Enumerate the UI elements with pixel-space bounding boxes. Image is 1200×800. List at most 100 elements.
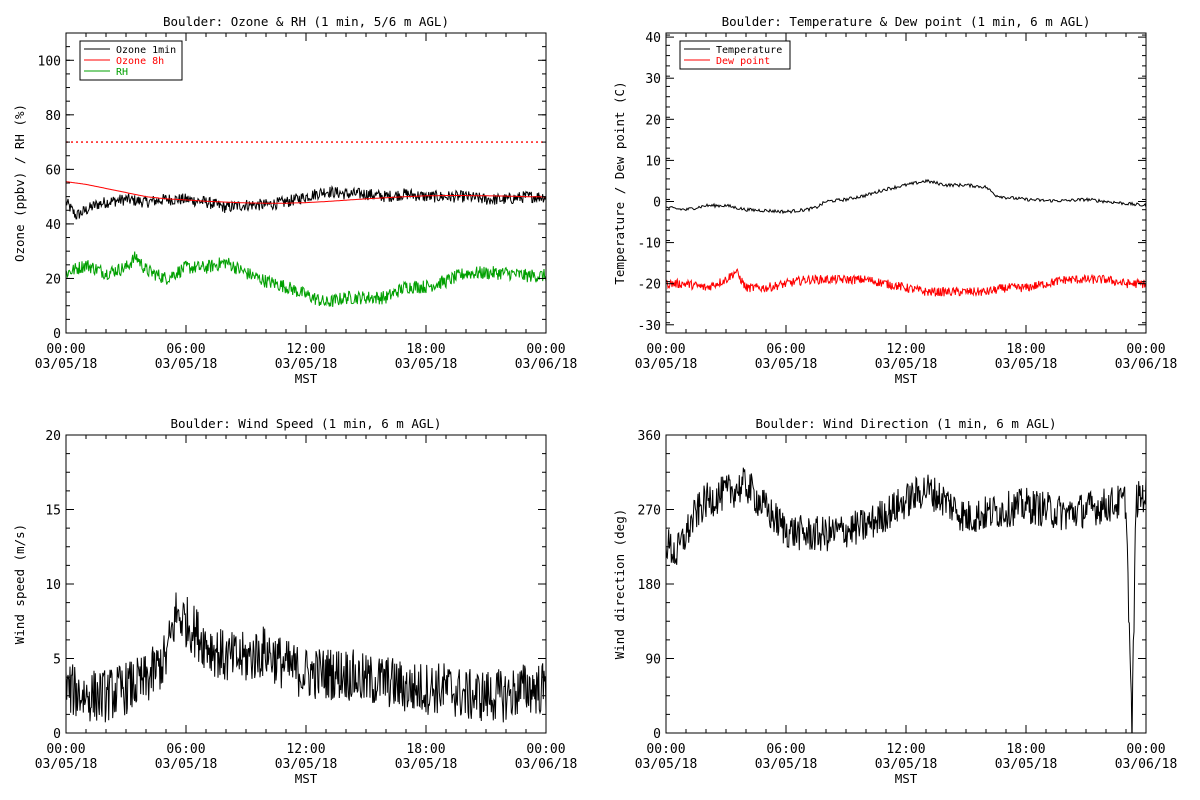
x-tick-label-time: 06:00 [166,342,205,357]
legend-label: Ozone 1min [116,45,176,56]
x-tick-label-date: 03/05/18 [155,757,218,772]
x-tick-label-time: 18:00 [1006,342,1045,357]
x-tick-label-time: 06:00 [766,742,805,757]
y-tick-label: 15 [45,504,61,519]
legend-label: Dew point [716,56,770,67]
y-tick-label: 30 [645,72,661,87]
y-tick-label: 20 [645,113,661,128]
y-tick-label: -30 [638,319,661,334]
x-tick-label-date: 03/05/18 [35,357,98,372]
y-axis-label: Temperature / Dew point (C) [612,81,627,284]
x-tick-label-date: 03/06/18 [515,757,578,772]
x-axis-label: MST [895,771,918,786]
legend-label: RH [116,67,128,78]
x-tick-label-time: 12:00 [286,342,325,357]
series-line [66,184,546,220]
series-line [666,268,1146,298]
y-tick-label: 80 [45,109,61,124]
chart-panel-2: Boulder: Temperature & Dew point (1 min,… [612,14,1177,386]
x-tick-label-date: 03/05/18 [635,357,698,372]
series-group [666,178,1146,298]
x-tick-label-time: 00:00 [526,742,565,757]
x-tick-label-date: 03/05/18 [155,357,218,372]
y-tick-label: 5 [53,653,61,668]
x-axis-label: MST [895,371,918,386]
x-tick-label-time: 12:00 [886,742,925,757]
y-tick-label: 100 [38,54,61,69]
legend-label: Ozone 8h [116,56,164,67]
x-tick-label-time: 18:00 [406,742,445,757]
x-tick-label-date: 03/05/18 [995,757,1058,772]
y-tick-label: 40 [645,31,661,46]
x-tick-label-time: 18:00 [406,342,445,357]
x-tick-label-date: 03/06/18 [515,357,578,372]
chart-title: Boulder: Wind Direction (1 min, 6 m AGL) [755,416,1056,431]
y-tick-label: -20 [638,278,661,293]
y-tick-label: 60 [45,163,61,178]
y-tick-label: 0 [653,195,661,210]
x-tick-label-time: 06:00 [166,742,205,757]
x-tick-label-date: 03/05/18 [755,757,818,772]
y-tick-label: 0 [53,727,61,742]
chart-panel-4: Boulder: Wind Direction (1 min, 6 m AGL)… [612,416,1177,786]
chart-panel-3: Boulder: Wind Speed (1 min, 6 m AGL) 0 5 10… [12,416,577,786]
x-tick-label-date: 03/06/18 [1115,757,1178,772]
x-tick-label-date: 03/05/18 [875,357,938,372]
x-tick-label-date: 03/05/18 [395,357,458,372]
x-axis-label: MST [295,371,318,386]
x-tick-label-date: 03/05/18 [995,357,1058,372]
chart-panel-1: Boulder: Ozone & RH (1 min, 5/6 m AGL) 0 2… [12,14,577,386]
x-tick-label-date: 03/05/18 [635,757,698,772]
chart-title: Boulder: Temperature & Dew point (1 min,… [722,14,1091,29]
series-line [666,178,1146,215]
plot-frame [65,434,547,734]
y-tick-label: 0 [53,327,61,342]
x-tick-label-time: 12:00 [886,342,925,357]
x-tick-label-date: 03/05/18 [395,757,458,772]
y-tick-label: 10 [45,578,61,593]
y-tick-label: 20 [45,429,61,444]
series-line [66,251,546,307]
y-tick-label: 20 [45,272,61,287]
x-tick-label-date: 03/06/18 [1115,357,1178,372]
x-tick-label-time: 00:00 [46,742,85,757]
x-tick-label-time: 00:00 [646,742,685,757]
x-tick-label-time: 18:00 [1006,742,1045,757]
series-group [66,141,546,307]
y-axis-label: Ozone (ppbv) / RH (%) [12,104,27,262]
x-tick-label-time: 06:00 [766,342,805,357]
y-tick-label: -10 [638,237,661,252]
series-line [66,592,546,723]
series-group [666,467,1146,733]
y-axis-label: Wind speed (m/s) [12,524,27,644]
series-line [666,467,1146,733]
x-tick-label-time: 00:00 [1126,742,1165,757]
chart-title: Boulder: Wind Speed (1 min, 6 m AGL) [171,416,442,431]
y-tick-label: 0 [653,727,661,742]
y-tick-label: 10 [645,154,661,169]
plot-frame [665,434,1147,734]
y-tick-label: 180 [638,578,661,593]
y-tick-label: 90 [645,653,661,668]
x-tick-label-date: 03/05/18 [275,757,338,772]
x-tick-label-time: 00:00 [646,342,685,357]
x-tick-label-date: 03/05/18 [275,357,338,372]
x-axis-label: MST [295,771,318,786]
y-tick-label: 360 [638,429,661,444]
x-tick-label-time: 00:00 [46,342,85,357]
series-group [66,592,546,723]
series-line [66,181,546,204]
y-axis-label: Wind direction (deg) [612,509,627,660]
x-tick-label-date: 03/05/18 [755,357,818,372]
x-tick-label-date: 03/05/18 [875,757,938,772]
x-tick-label-date: 03/05/18 [35,757,98,772]
legend-label: Temperature [716,45,782,56]
legend-box [679,40,791,70]
y-tick-label: 270 [638,504,661,519]
chart-title: Boulder: Ozone & RH (1 min, 5/6 m AGL) [163,14,449,29]
x-tick-label-time: 00:00 [1126,342,1165,357]
y-tick-label: 40 [45,218,61,233]
x-tick-label-time: 12:00 [286,742,325,757]
x-tick-label-time: 00:00 [526,342,565,357]
